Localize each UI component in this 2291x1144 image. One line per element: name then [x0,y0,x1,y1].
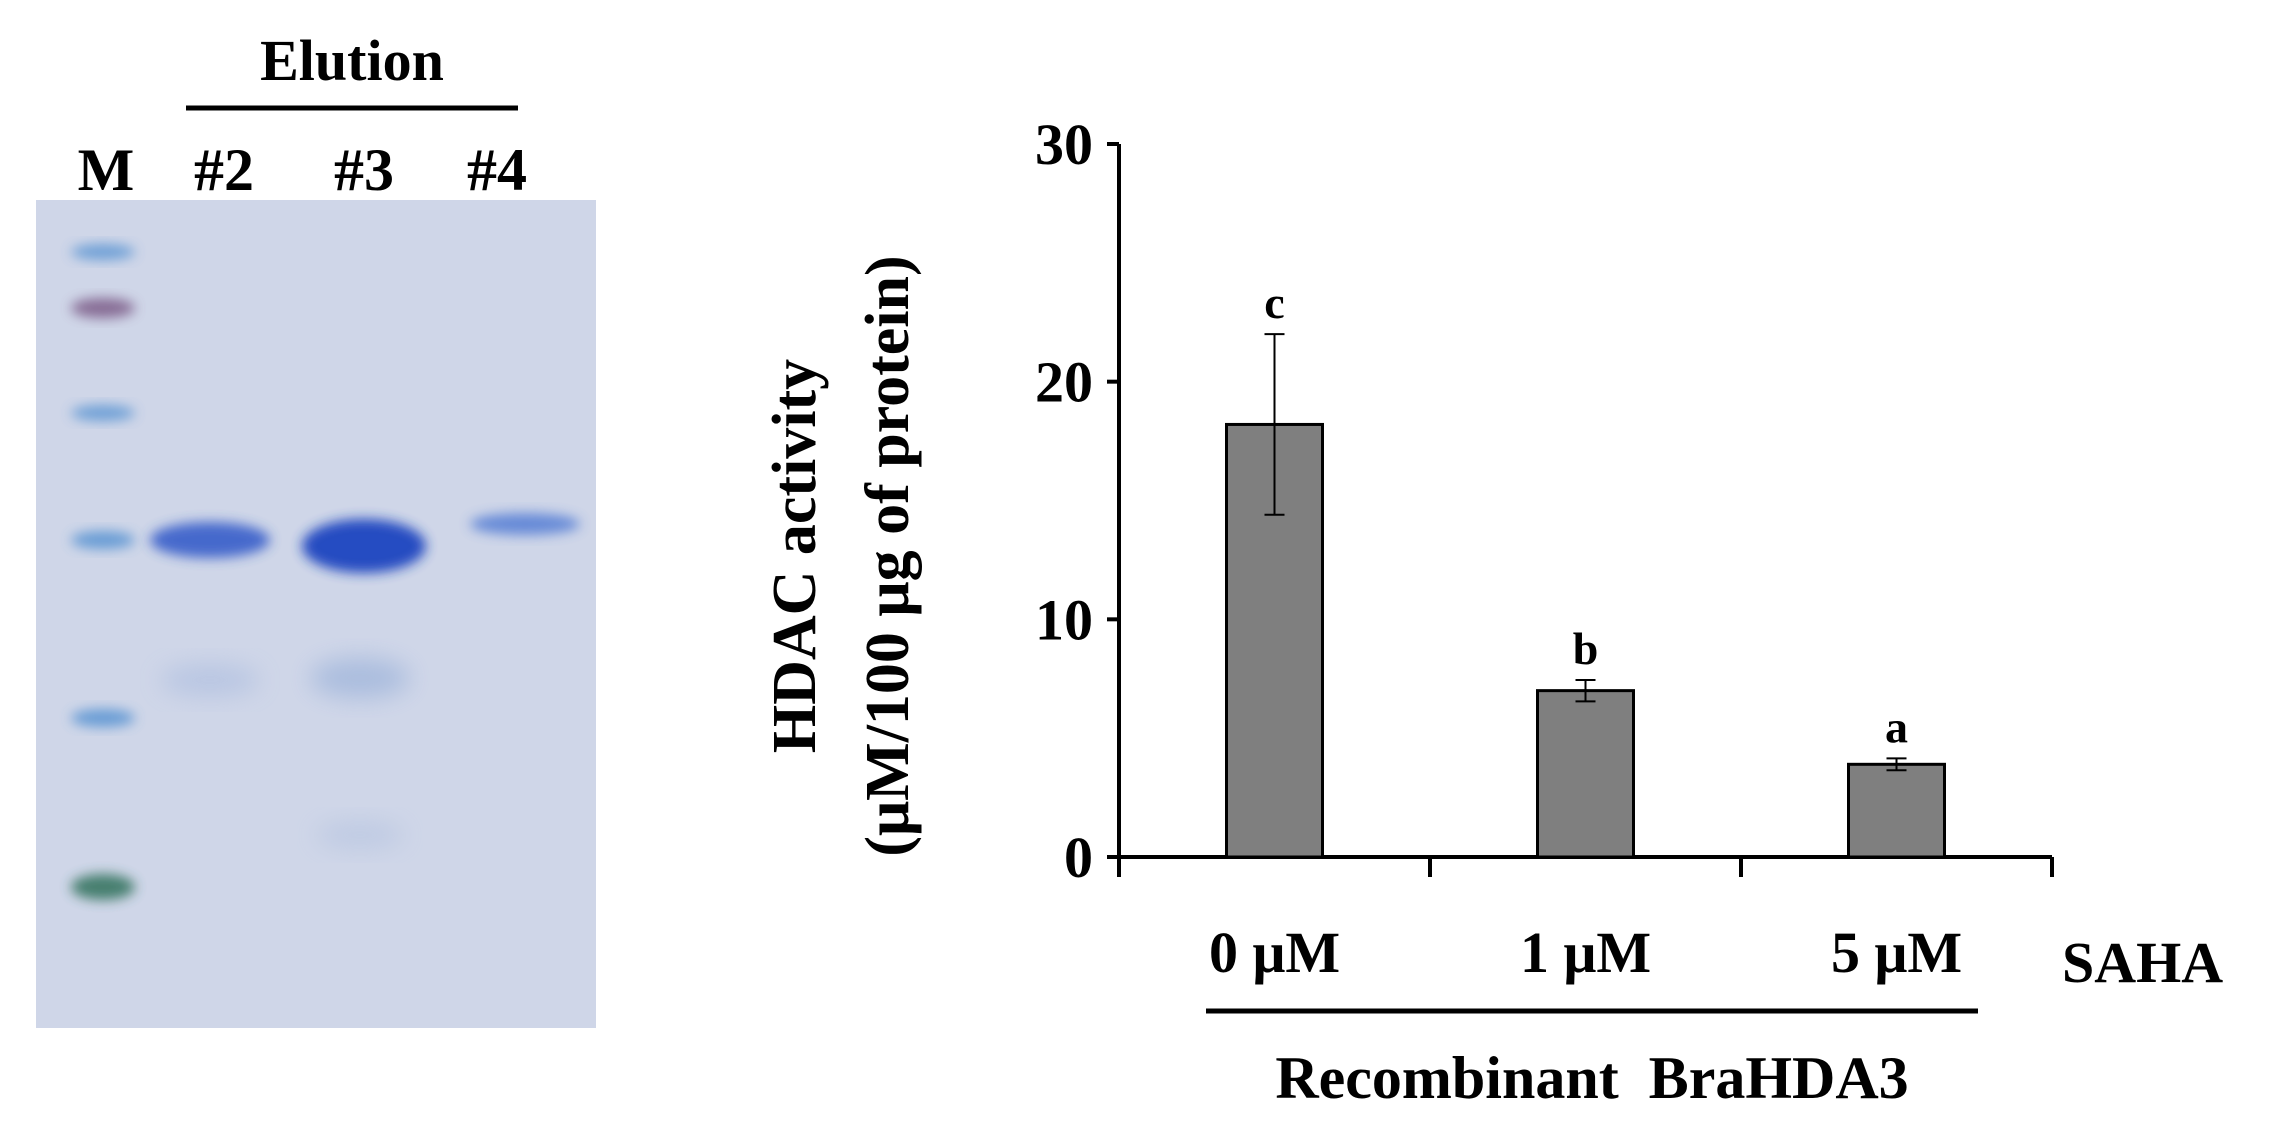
faint-band [310,658,410,698]
marker-band [71,874,135,900]
lane-label-marker: M [78,137,135,203]
x-tick-label: 0 μM [1209,920,1340,985]
significance-letter: c [1264,277,1284,328]
lane-label-4: #4 [467,137,527,203]
marker-band [71,405,135,421]
marker-band [71,531,135,549]
significance-letter: b [1573,623,1599,674]
bar-chart: HDAC activity (μM/100 μg of protein) 0 10… [761,112,2223,1111]
faint-band [160,664,260,696]
marker-band [71,244,135,260]
lane-label-2: #2 [194,137,254,203]
significance-letter: a [1885,701,1908,752]
marker-ladder [71,244,135,900]
lane-label-3: #3 [334,137,394,203]
y-axis-label-line1: HDAC activity [761,359,829,753]
x-axis-ticks: 0 μM 1 μM 5 μM [1117,857,2054,985]
bar [1536,689,1635,859]
band-lane-3 [302,519,426,573]
marker-band [71,709,135,727]
y-tick-label: 10 [1035,587,1093,652]
y-axis-ticks: 0 10 20 30 [1035,112,1119,890]
y-tick-label: 20 [1035,350,1093,415]
band-lane-2 [150,522,270,558]
faint-band [315,821,405,849]
y-axis-label-line2: (μM/100 μg of protein) [854,255,922,856]
x-axis-treatment-label: SAHA [2062,930,2223,995]
y-tick-label: 30 [1035,112,1093,177]
bars: c b a [1225,277,1946,859]
protein-bands [150,513,580,849]
bar [1847,762,1946,859]
elution-label: Elution [260,28,444,93]
marker-band [71,298,135,318]
x-tick-label: 5 μM [1831,920,1962,985]
x-axis-group-label: Recombinant BraHDA3 [1275,1045,1908,1111]
x-tick-label: 1 μM [1520,920,1651,985]
gel-image [36,200,596,1028]
gel-panel: Elution M #2 #3 #4 [36,28,596,1028]
y-tick-label: 0 [1064,825,1093,890]
band-lane-4 [470,513,580,535]
